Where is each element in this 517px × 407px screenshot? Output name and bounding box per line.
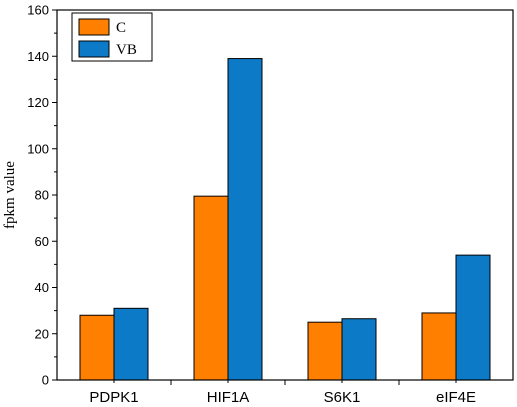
- plot-frame: [56, 9, 514, 381]
- y-tick-label: 20: [35, 326, 49, 341]
- y-tick-label: 120: [27, 95, 49, 110]
- x-tick-label: eIF4E: [436, 389, 476, 406]
- y-tick-label: 100: [27, 141, 49, 156]
- y-tick-label: 60: [35, 234, 49, 249]
- bar-vb-pdpk1: [113, 307, 149, 381]
- y-tick-label: 0: [42, 373, 49, 388]
- bar-c-hif1a: [193, 195, 229, 381]
- legend: C VB: [71, 12, 153, 62]
- y-axis-title: fpkm value: [2, 161, 18, 229]
- bar-vb-eif4e: [455, 254, 491, 381]
- y-tick-label: 160: [27, 3, 49, 18]
- bar-vb-hif1a: [227, 58, 263, 381]
- bar-c-pdpk1: [79, 314, 115, 381]
- x-axis-tick-labels: PDPK1 HIF1A S6K1 eIF4E: [89, 389, 476, 406]
- bar-c-s6k1: [307, 321, 343, 381]
- bar-c-eif4e: [421, 312, 457, 381]
- y-tick-label: 80: [35, 188, 49, 203]
- legend-label-vb: VB: [116, 42, 137, 58]
- legend-swatch-c: [78, 18, 110, 36]
- x-tick-label: HIF1A: [207, 389, 250, 406]
- x-axis-ticks: [113, 380, 457, 385]
- x-tick-label: PDPK1: [89, 389, 138, 406]
- bars: [79, 58, 491, 381]
- bar-vb-s6k1: [341, 318, 377, 381]
- y-axis-tick-labels: 0 20 40 60 80 100 120 140 160: [27, 3, 49, 388]
- x-tick-label: S6K1: [324, 389, 361, 406]
- y-tick-label: 40: [35, 280, 49, 295]
- legend-label-c: C: [116, 20, 126, 36]
- legend-swatch-vb: [78, 40, 110, 58]
- y-axis-ticks: [52, 9, 57, 381]
- y-tick-label: 140: [27, 49, 49, 64]
